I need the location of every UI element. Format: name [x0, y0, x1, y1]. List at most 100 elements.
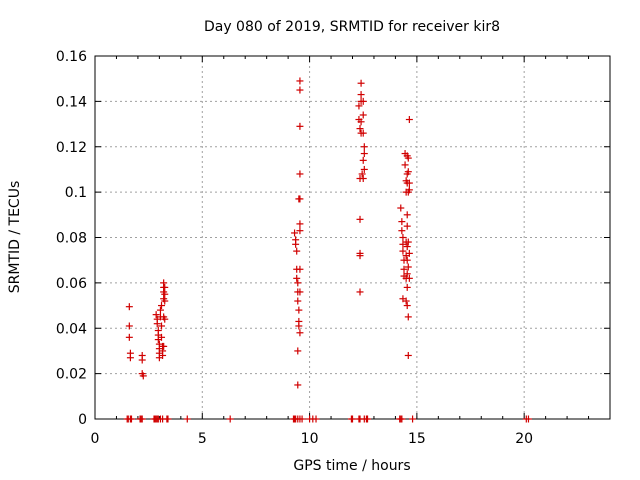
- data-point: [296, 329, 304, 337]
- data-point: [404, 263, 412, 271]
- y-tick-label: 0.02: [56, 367, 87, 383]
- data-point: [405, 116, 413, 124]
- data-point: [159, 351, 167, 359]
- data-point: [360, 165, 368, 173]
- data-point: [397, 204, 405, 212]
- data-point: [356, 252, 364, 260]
- chart-title: Day 080 of 2019, SRMTID for receiver kir…: [204, 19, 500, 35]
- data-point: [294, 279, 302, 287]
- data-point: [125, 303, 133, 311]
- y-tick-label: 0: [78, 412, 87, 428]
- data-point: [158, 322, 166, 330]
- data-point: [161, 315, 169, 323]
- data-point: [400, 265, 408, 273]
- data-point: [161, 283, 169, 291]
- x-tick-label: 15: [408, 431, 426, 447]
- x-tick-labels: 0 5 10 15 20: [91, 431, 534, 447]
- data-point: [293, 247, 301, 255]
- data-point: [158, 302, 166, 310]
- data-point: [138, 356, 146, 364]
- data-point: [292, 240, 300, 248]
- data-point: [161, 297, 169, 305]
- x-tick-label: 0: [91, 431, 100, 447]
- data-point: [127, 415, 135, 423]
- data-point: [359, 111, 367, 119]
- x-tick-label: 5: [198, 431, 207, 447]
- data-point: [409, 415, 417, 423]
- data-point: [349, 415, 356, 423]
- data-point: [399, 234, 407, 241]
- data-point: [358, 170, 366, 178]
- data-point: [405, 249, 413, 257]
- y-axis-label: SRMTID / TECUs: [7, 181, 23, 294]
- data-point: [293, 274, 301, 282]
- data-point: [404, 238, 412, 246]
- data-point: [360, 150, 368, 158]
- data-point: [138, 415, 146, 423]
- x-tick-label: 20: [515, 431, 533, 447]
- data-point: [403, 270, 411, 278]
- data-point: [296, 227, 304, 235]
- data-point: [156, 306, 164, 314]
- data-point: [296, 77, 304, 85]
- data-point: [160, 342, 168, 350]
- y-tick-label: 0.08: [56, 231, 87, 247]
- data-point: [403, 211, 411, 219]
- data-point: [355, 102, 363, 110]
- data-point: [295, 322, 303, 330]
- y-tick-label: 0.06: [56, 276, 87, 292]
- data-point: [296, 195, 304, 203]
- data-point: [296, 122, 304, 130]
- plot-frame: [94, 55, 611, 420]
- y-tick-label: 0.12: [56, 140, 87, 156]
- data-point: [403, 256, 411, 264]
- data-point: [158, 333, 166, 341]
- data-point: [401, 161, 409, 169]
- data-point: [356, 288, 364, 296]
- data-point: [398, 415, 406, 423]
- data-point: [164, 415, 172, 423]
- data-point: [298, 415, 306, 423]
- data-point: [405, 179, 413, 187]
- data-point: [126, 354, 134, 362]
- data-point: [296, 288, 304, 296]
- data-point: [405, 186, 413, 194]
- grid-lines: [95, 56, 610, 419]
- data-point: [404, 154, 412, 162]
- data-point: [294, 381, 302, 389]
- data-point: [294, 347, 302, 355]
- data-point: [359, 129, 367, 137]
- data-point: [402, 297, 410, 305]
- data-point: [152, 311, 160, 319]
- data-points: [123, 77, 532, 423]
- data-point: [296, 170, 304, 178]
- data-point: [125, 322, 133, 330]
- y-tick-label: 0.1: [65, 185, 87, 201]
- axis-ticks: [94, 55, 610, 420]
- y-tick-label: 0.14: [56, 94, 87, 110]
- data-point: [403, 283, 411, 291]
- data-point: [404, 168, 412, 176]
- data-point: [296, 86, 304, 94]
- data-point: [357, 118, 365, 126]
- data-point: [360, 143, 368, 151]
- data-point: [357, 91, 365, 99]
- data-point: [359, 156, 367, 164]
- data-point: [125, 333, 133, 341]
- data-point: [356, 215, 364, 223]
- data-point: [356, 125, 364, 133]
- y-tick-label: 0.04: [56, 321, 87, 337]
- data-point: [139, 372, 147, 380]
- data-point: [295, 306, 303, 314]
- data-point: [161, 290, 169, 298]
- data-point: [405, 274, 413, 282]
- data-point: [398, 227, 406, 235]
- data-point: [296, 265, 304, 273]
- data-point: [296, 220, 304, 228]
- y-tick-label: 0.16: [56, 49, 87, 65]
- data-point: [404, 351, 412, 359]
- data-point: [183, 415, 191, 423]
- data-point: [524, 415, 532, 423]
- x-axis-label: GPS time / hours: [293, 458, 410, 474]
